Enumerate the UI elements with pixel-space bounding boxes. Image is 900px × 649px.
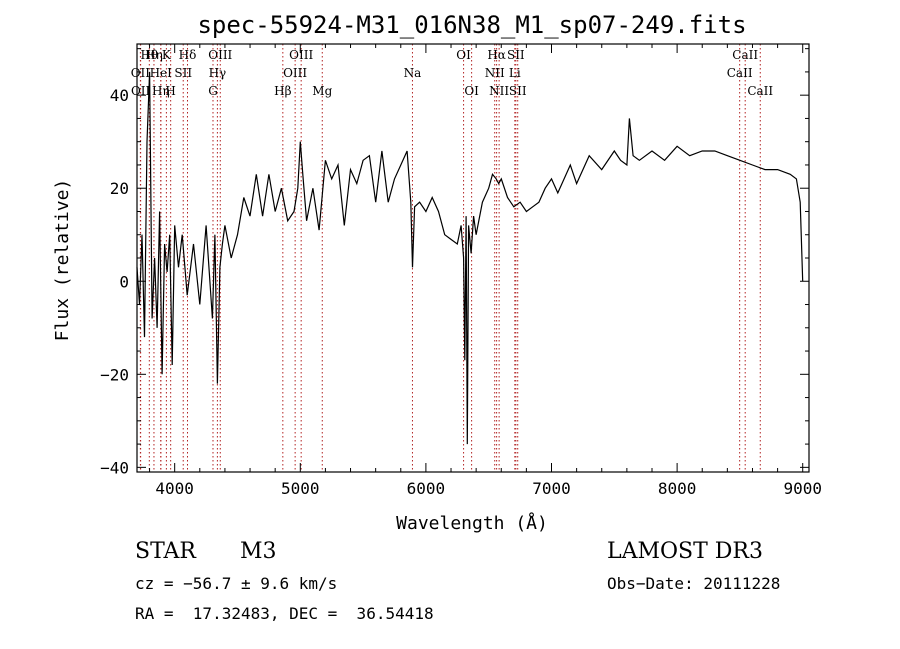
x-axis-ticks: 4000 5000 6000 7000 8000 9000 [149,44,822,498]
line-marker-label: NII [485,66,505,80]
line-marker-label: Hα [487,48,506,62]
line-marker-label: Na [404,66,422,80]
line-marker-label: OIII [208,48,232,62]
line-marker-label: OIII [289,48,313,62]
line-marker-label: Hβ [274,84,291,98]
y-tick-label: 0 [119,272,129,291]
object-class: STAR [135,539,196,564]
x-tick-label: 6000 [407,479,446,498]
line-marker-label: Hθ [140,48,158,62]
line-marker-label: Hη [145,48,163,62]
line-marker-label: CaII [747,84,773,98]
line-marker-label: Hδ [179,48,197,62]
y-tick-label: 20 [110,179,129,198]
line-marker-label: SII [174,66,192,80]
line-markers [139,44,761,472]
chart-title: spec-55924-M31_016N38_M1_sp07-249.fits [197,11,746,39]
line-marker-label: H [165,84,175,98]
line-marker-label: Hη [152,84,170,98]
x-tick-label: 8000 [658,479,697,498]
line-marker-label: OI [456,48,471,62]
y-axis-label: Flux (relative) [52,179,73,342]
spectral-subclass: M3 [240,539,277,564]
line-marker-label: SII [507,48,525,62]
line-marker-label: K [162,48,172,62]
x-axis-label: Wavelength (Å) [396,512,548,534]
line-marker-label: HeI [150,66,173,80]
spectrum-line [136,71,804,445]
line-marker-label: SII [509,84,527,98]
x-tick-label: 4000 [155,479,194,498]
line-marker-label: OII [131,66,151,80]
line-marker-label: OII [131,84,151,98]
y-tick-label: −20 [100,365,129,384]
y-tick-label: −40 [100,458,129,477]
survey-name: LAMOST DR3 [607,539,763,564]
line-marker-label: G [208,84,218,98]
y-axis-ticks: −40 −20 0 20 40 [100,48,809,477]
observation-date: Obs−Date: 20111228 [607,574,781,593]
x-tick-label: 7000 [532,479,571,498]
line-marker-label: CaII [727,66,753,80]
x-tick-label: 5000 [281,479,320,498]
coordinates-readout: RA = 17.32483, DEC = 36.54418 [135,604,434,623]
line-marker-label: Mg [312,84,332,98]
line-marker-label: Li [509,66,521,80]
line-marker-label: OI [464,84,479,98]
line-marker-label: Hγ [209,66,227,80]
line-marker-label: OIII [283,66,307,80]
line-marker-label: CaII [732,48,758,62]
x-tick-label: 9000 [783,479,822,498]
redshift-readout: cz = −56.7 ± 9.6 km/s [135,574,338,593]
y-tick-label: 40 [110,86,129,105]
line-marker-label: NII [489,84,509,98]
